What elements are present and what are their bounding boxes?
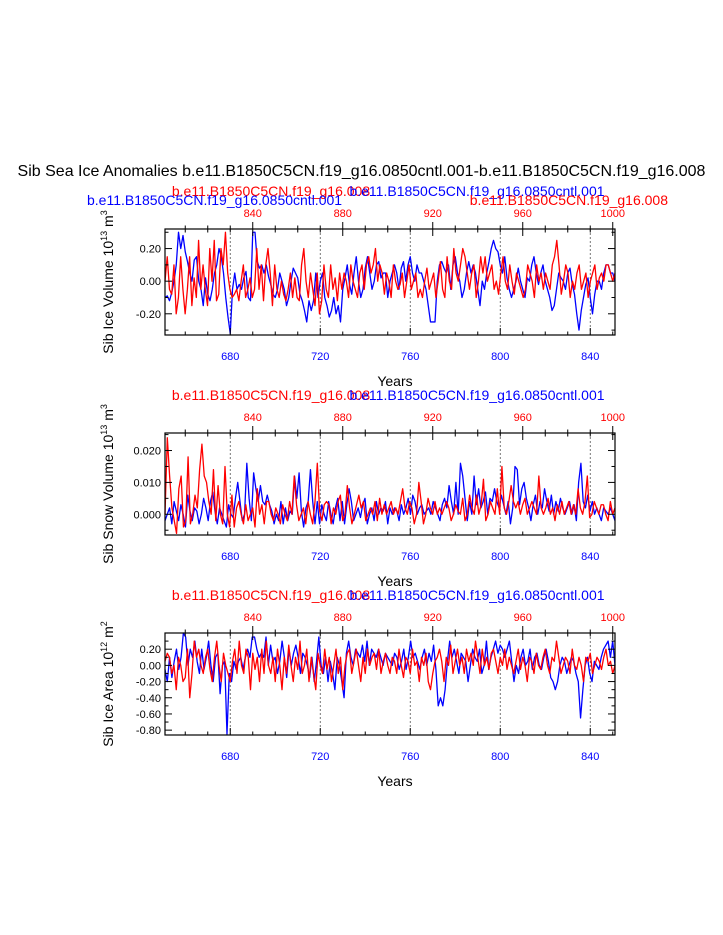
bottom-tick-label: 720 [311,351,329,363]
top-tick-label: 880 [334,612,352,624]
y-axis-label: Sib Ice Area 1012 m2 [99,621,116,747]
top-tick-label: 960 [514,612,532,624]
bottom-tick-label: 720 [311,551,329,563]
panel-title: b.e11.B1850C5CN.f19_g16.008 [470,192,668,208]
top-tick-label: 840 [244,208,262,220]
y-tick-label: 0.20 [140,644,161,656]
x-axis-label: Years [377,573,412,589]
series-line [164,231,616,315]
top-tick-label: 1000 [601,208,625,220]
panel-title: b.e11.B1850C5CN.f19_g16.008 [172,387,370,403]
bottom-tick-label: 720 [311,751,329,763]
top-tick-label: 1000 [601,612,625,624]
bottom-tick-label: 760 [401,351,419,363]
y-axis-label-exponent: 13 [99,425,109,435]
y-axis-label-unit: m [100,626,116,642]
bottom-tick-label: 680 [221,351,239,363]
top-tick-label: 880 [334,412,352,424]
top-tick-label: 1000 [601,412,625,424]
y-tick-label: -0.80 [136,725,161,737]
panel-title: b.e11.B1850C5CN.f19_g16.0850cntl.001 [349,587,604,603]
plot-frame [164,432,616,536]
y-axis-label: Sib Ice Volume 1013 m3 [99,210,116,353]
series-line [164,640,616,699]
y-tick-label: 0.020 [133,446,161,458]
top-tick-label: 840 [244,412,262,424]
x-axis-label: Years [377,773,412,789]
bottom-tick-label: 840 [581,551,599,563]
series-line [164,231,616,335]
top-tick-label: 960 [514,412,532,424]
bottom-tick-label: 800 [491,351,509,363]
y-axis-label-unit-exponent: 2 [99,621,109,626]
y-tick-label: 0.20 [140,244,161,256]
y-axis-label-unit-exponent: 3 [99,210,109,215]
y-axis-label-unit: m [100,215,116,231]
y-axis-label-main: Sib Snow Volume 10 [100,434,116,563]
bottom-tick-label: 760 [401,551,419,563]
top-tick-label: 920 [424,412,442,424]
series-line [164,437,616,535]
y-axis-label: Sib Snow Volume 1013 m3 [99,404,116,564]
x-axis-label: Years [377,373,412,389]
panel-title: b.e11.B1850C5CN.f19_g16.008 [172,183,370,199]
top-tick-label: 880 [334,208,352,220]
top-tick-label: 960 [514,208,532,220]
panel-title: b.e11.B1850C5CN.f19_g16.0850cntl.001 [349,183,604,199]
bottom-tick-label: 800 [491,751,509,763]
series-line [164,632,616,735]
y-tick-label: -0.20 [136,309,161,321]
y-tick-label: 0.00 [140,276,161,288]
y-axis-label-unit: m [100,409,116,425]
main-title: Sib Sea Ice Anomalies b.e11.B1850C5CN.f1… [18,163,706,180]
bottom-tick-label: 760 [401,751,419,763]
panel-ice-area: 680 720 760 800 840 840 880 920 960 1000 -0.80 -0.6… [99,587,625,789]
bottom-tick-label: 680 [221,551,239,563]
y-axis-label-exponent: 12 [99,642,109,652]
panel-snow-volume: 680 720 760 800 840 840 880 920 960 1000 0.000 0.01… [99,387,625,589]
panel-title: b.e11.B1850C5CN.f19_g16.0850cntl.001 [87,192,342,208]
y-axis-label-exponent: 13 [99,231,109,241]
y-tick-label: 0.010 [133,477,161,489]
plot-frame [164,228,616,336]
bottom-tick-label: 800 [491,551,509,563]
bottom-tick-label: 840 [581,351,599,363]
y-axis-label-unit-exponent: 3 [99,404,109,409]
y-axis-label-main: Sib Ice Area 10 [100,652,116,747]
top-tick-label: 920 [424,612,442,624]
y-tick-label: 0.00 [140,660,161,672]
panel-title: b.e11.B1850C5CN.f19_g16.0850cntl.001 [349,387,604,403]
plot-frame [164,632,616,736]
panel-ice-volume: 680 720 760 800 840 840 880 920 960 1000 -0.20 0.00… [87,183,668,389]
y-axis-label-main: Sib Ice Volume 10 [100,241,116,354]
bottom-tick-label: 840 [581,751,599,763]
y-tick-label: -0.60 [136,709,161,721]
series-line [164,462,616,528]
y-tick-label: 0.000 [133,509,161,521]
y-tick-label: -0.40 [136,693,161,705]
top-tick-label: 840 [244,612,262,624]
panel-title: b.e11.B1850C5CN.f19_g16.008 [172,587,370,603]
bottom-tick-label: 680 [221,751,239,763]
y-tick-label: -0.20 [136,677,161,689]
top-tick-label: 920 [424,208,442,220]
